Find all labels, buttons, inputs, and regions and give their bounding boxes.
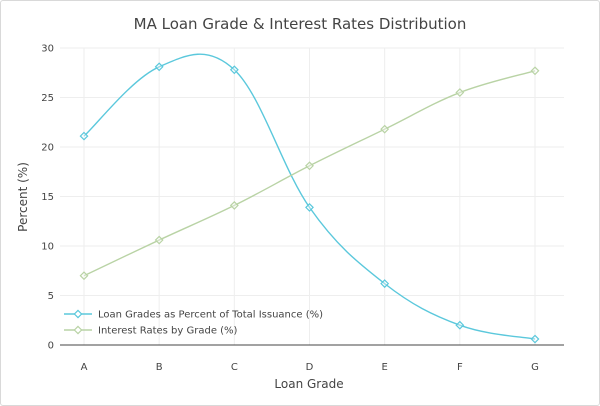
x-tick-label: F xyxy=(457,362,463,373)
legend-marker-icon xyxy=(73,325,83,335)
chart-title: MA Loan Grade & Interest Rates Distribut… xyxy=(134,15,467,33)
x-tick-label: D xyxy=(306,362,314,373)
x-axis-title: Loan Grade xyxy=(274,377,343,391)
data-point[interactable] xyxy=(380,279,390,289)
data-point[interactable] xyxy=(455,320,465,330)
legend-label: Interest Rates by Grade (%) xyxy=(98,326,238,337)
data-point[interactable] xyxy=(380,124,390,134)
data-point[interactable] xyxy=(305,202,314,212)
y-tick-label: 0 xyxy=(48,341,54,352)
y-tick-label: 15 xyxy=(41,192,54,203)
series-line xyxy=(83,70,536,277)
series-1 xyxy=(79,53,540,344)
legend-marker-icon xyxy=(73,309,83,319)
x-tick-label: E xyxy=(382,362,388,373)
axes: 0 5 10 15 20 25 30 A B C D E F G xyxy=(41,44,564,373)
x-tick-label: C xyxy=(231,362,238,373)
gridlines xyxy=(60,47,564,345)
series-line xyxy=(83,53,536,340)
data-point[interactable] xyxy=(530,334,540,344)
data-point[interactable] xyxy=(79,271,89,281)
data-point[interactable] xyxy=(154,62,164,72)
y-tick-label: 30 xyxy=(41,44,54,55)
y-tick-label: 25 xyxy=(41,93,54,104)
x-tick-label: G xyxy=(531,362,539,373)
data-point[interactable] xyxy=(530,66,540,76)
legend-label: Loan Grades as Percent of Total Issuance… xyxy=(98,310,323,321)
data-point[interactable] xyxy=(229,65,239,75)
legend-item[interactable]: Interest Rates by Grade (%) xyxy=(64,326,238,337)
series-2 xyxy=(79,66,540,281)
y-tick-label: 5 xyxy=(48,291,54,302)
x-tick-label: A xyxy=(81,362,88,373)
legend-item[interactable]: Loan Grades as Percent of Total Issuance… xyxy=(64,310,323,321)
y-tick-label: 10 xyxy=(41,242,54,253)
y-tick-label: 20 xyxy=(41,143,54,154)
x-tick-label: B xyxy=(156,362,163,373)
data-point[interactable] xyxy=(229,200,239,210)
data-point[interactable] xyxy=(305,161,314,171)
data-point[interactable] xyxy=(79,131,89,141)
legend: Loan Grades as Percent of Total Issuance… xyxy=(64,310,323,337)
y-axis-title: Percent (%) xyxy=(16,162,30,232)
series-group xyxy=(79,53,540,344)
data-point[interactable] xyxy=(154,235,164,245)
data-point[interactable] xyxy=(455,88,465,97)
